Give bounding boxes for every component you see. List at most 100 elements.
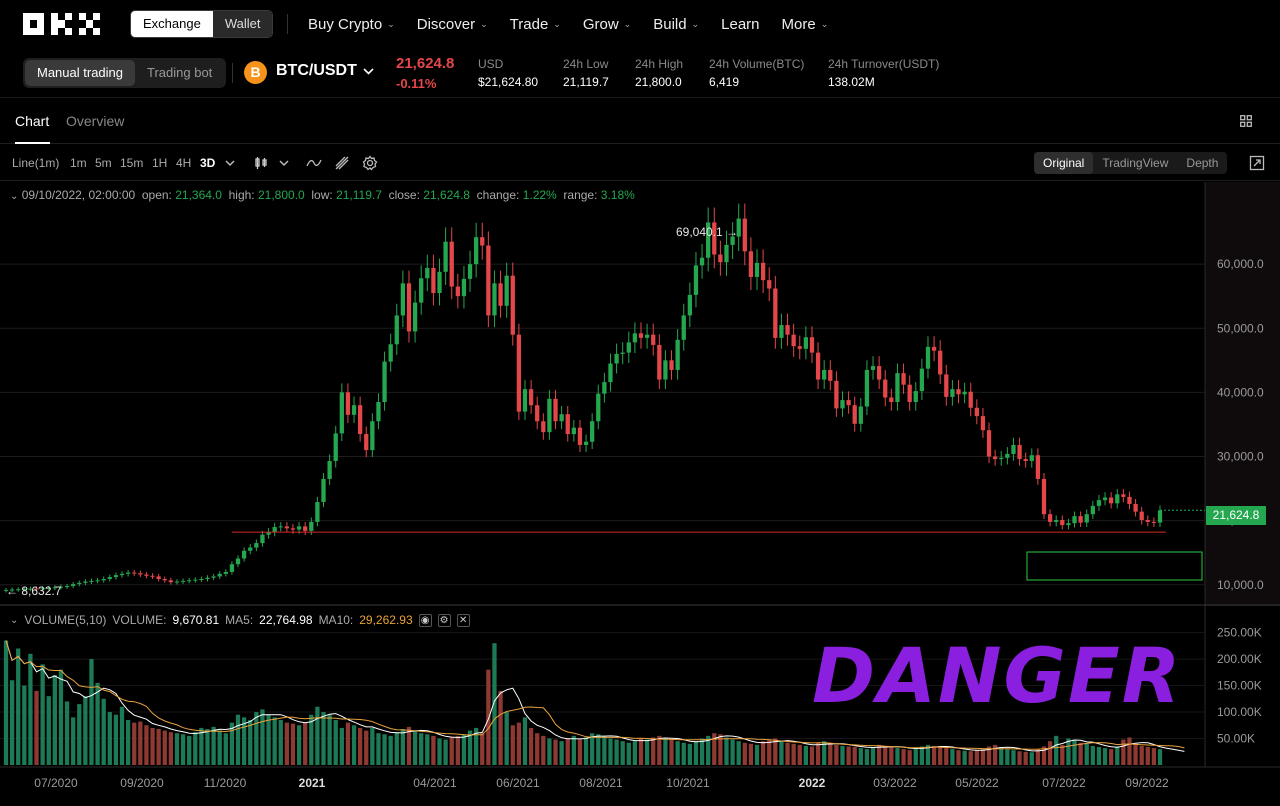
menu-grow[interactable]: Grow ⌄	[583, 16, 631, 33]
volume-bar	[235, 714, 241, 765]
min-price-annotation: ← 8,632.7	[6, 584, 62, 598]
view-depth[interactable]: Depth	[1186, 156, 1219, 170]
volume-bar	[608, 738, 613, 765]
candle-body	[382, 361, 387, 402]
volume-bar	[730, 739, 735, 765]
candle-body	[541, 421, 546, 433]
volume-bar	[1023, 751, 1028, 765]
volume-bar	[632, 741, 638, 765]
volume-bar	[803, 745, 808, 765]
volume-bar	[1066, 738, 1071, 765]
ma10-label: MA10:	[318, 613, 354, 627]
volume-bar	[28, 653, 33, 765]
candle-body	[412, 302, 418, 332]
layout-grid-icon[interactable]	[1240, 115, 1252, 127]
okx-logo[interactable]	[23, 13, 103, 35]
eye-icon[interactable]: ◉	[418, 613, 432, 627]
candlestick-type-icon[interactable]	[253, 155, 269, 171]
volume-bar	[156, 728, 161, 765]
menu-more[interactable]: More ⌄	[782, 16, 829, 33]
volume-bar	[864, 749, 870, 765]
view-original[interactable]: Original	[1034, 152, 1094, 174]
volume-bar	[193, 732, 198, 765]
volume-bar	[168, 732, 173, 765]
price-tick-label: 40,000.0	[1217, 385, 1264, 399]
candle-body	[199, 578, 204, 580]
candle-body	[461, 278, 467, 297]
view-tradingview[interactable]: TradingView	[1102, 156, 1169, 170]
settings-gear-icon[interactable]: ⚙	[437, 613, 451, 627]
price-chart[interactable]: 60,000.050,000.040,000.030,000.020,000.0…	[0, 182, 1280, 806]
candle-body	[40, 588, 45, 590]
candle-body	[351, 405, 357, 415]
manual-trading-tab[interactable]: Manual trading	[25, 60, 135, 86]
candle-body	[644, 334, 650, 338]
volume-bar	[174, 733, 180, 765]
wallet-toggle[interactable]: Wallet	[212, 11, 273, 37]
candle-body	[559, 414, 564, 422]
candle-body	[83, 581, 88, 583]
volume-bar	[791, 743, 796, 765]
volume-bar	[895, 748, 900, 765]
timeframe-3d[interactable]: 3D	[200, 156, 216, 170]
drawing-tools-icon[interactable]	[334, 155, 350, 171]
close-icon[interactable]: ✕	[456, 613, 470, 627]
menu-learn[interactable]: Learn	[721, 16, 759, 33]
candle-body	[1139, 511, 1144, 520]
menu-buy-crypto[interactable]: Buy Crypto ⌄	[308, 16, 395, 33]
candle-body	[52, 587, 57, 589]
candle-body	[272, 527, 277, 533]
pair-selector[interactable]: BTC/USDT	[276, 62, 374, 80]
trading-bot-tab[interactable]: Trading bot	[147, 65, 213, 80]
candlestick-chart-canvas[interactable]: 60,000.050,000.040,000.030,000.020,000.0…	[0, 182, 1280, 806]
volume-bar	[205, 728, 210, 765]
exchange-wallet-switch: Exchange Wallet	[130, 10, 274, 38]
collapse-chevron-icon[interactable]: ⌄	[10, 191, 19, 202]
volume-tick-label: 100.00K	[1217, 705, 1262, 719]
volume-bar	[339, 727, 344, 765]
tab-chart[interactable]: Chart	[15, 113, 50, 129]
volume-bar	[254, 712, 259, 765]
chevron-down-icon[interactable]	[276, 155, 292, 171]
candle-body	[217, 573, 222, 577]
timeframe-1h[interactable]: 1H	[152, 156, 168, 170]
collapse-chevron-icon[interactable]: ⌄	[10, 614, 19, 626]
menu-trade[interactable]: Trade ⌄	[510, 16, 561, 33]
volume-bar	[486, 669, 491, 765]
candle-body	[187, 580, 192, 582]
timeframe-line-1m[interactable]: Line(1m)	[12, 156, 60, 170]
volume-bar	[583, 737, 589, 765]
volume-bar	[455, 735, 460, 765]
menu-build[interactable]: Build ⌄	[653, 16, 699, 33]
ma10-value: 29,262.93	[359, 613, 413, 627]
ohlc-range-label: range:	[563, 188, 598, 202]
candle-body	[516, 334, 522, 412]
tab-overview[interactable]: Overview	[66, 113, 125, 129]
fullscreen-icon[interactable]	[1249, 155, 1265, 171]
timeframe-1m[interactable]: 1m	[70, 156, 87, 170]
top-navbar: Exchange Wallet Buy Crypto ⌄ Discover ⌄ Tr…	[0, 0, 1280, 48]
timeframe-5m[interactable]: 5m	[95, 156, 112, 170]
volume-bar	[498, 690, 503, 765]
ohlc-high-label: high:	[228, 188, 255, 202]
volume-bar	[492, 643, 497, 765]
exchange-toggle[interactable]: Exchange	[131, 11, 213, 37]
volume-bar	[345, 722, 351, 765]
menu-discover[interactable]: Discover ⌄	[417, 16, 488, 33]
settings-gear-icon[interactable]	[362, 155, 378, 171]
candle-body	[205, 577, 210, 579]
timeframe-15m[interactable]: 15m	[120, 156, 144, 170]
chevron-down-icon[interactable]	[222, 155, 238, 171]
candle-body	[846, 400, 851, 406]
volume-bar	[651, 737, 656, 765]
volume-bar	[1121, 739, 1126, 765]
candle-body	[150, 575, 155, 577]
candle-body	[986, 430, 992, 457]
candle-body	[669, 360, 674, 370]
time-tick-label: 10/2021	[666, 776, 710, 790]
candle-body	[71, 584, 76, 587]
volume-bar	[1157, 749, 1163, 765]
candle-body	[28, 588, 33, 590]
indicator-wave-icon[interactable]	[306, 155, 322, 171]
timeframe-4h[interactable]: 4H	[176, 156, 192, 170]
